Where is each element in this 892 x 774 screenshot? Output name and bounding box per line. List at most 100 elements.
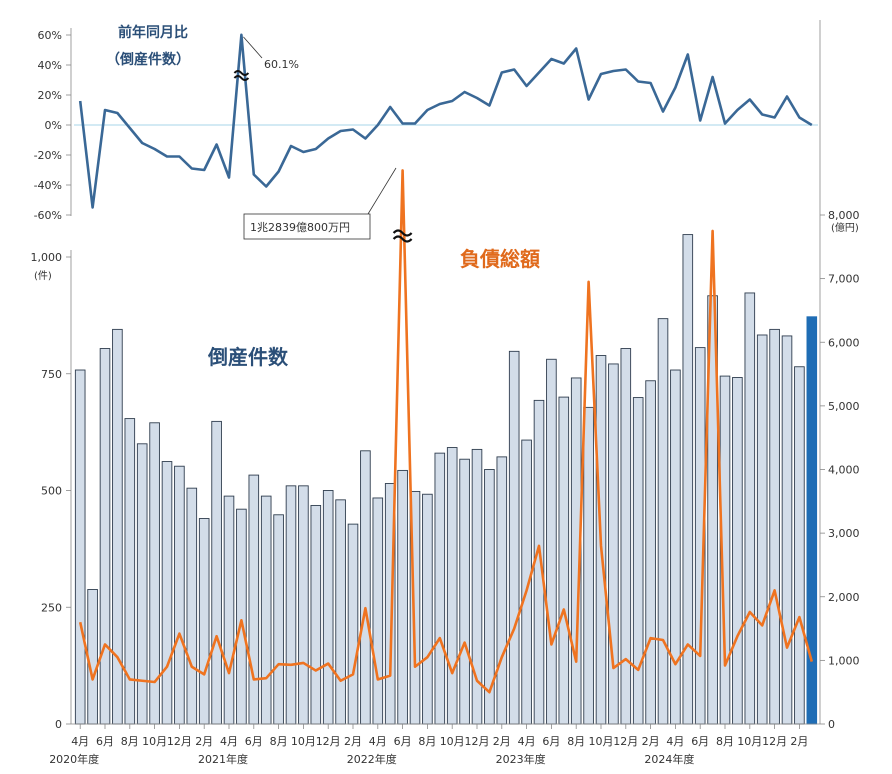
peak-amount-callout-box xyxy=(243,213,371,240)
left-ytick-label: 750 xyxy=(41,368,62,381)
count-bar xyxy=(806,316,818,725)
count-bar xyxy=(211,420,222,725)
x-tick-label: 8月 xyxy=(716,735,734,748)
yoy-peak-leader xyxy=(243,36,263,59)
fiscal-year-label: 2024年度 xyxy=(644,752,694,766)
count-bar xyxy=(446,447,458,725)
right-ytick-label: 3,000 xyxy=(828,527,860,540)
x-tick-label: 12月 xyxy=(762,735,787,748)
count-bar xyxy=(608,363,619,725)
x-tick-label: 2月 xyxy=(195,735,213,748)
x-tick-label: 6月 xyxy=(691,735,709,748)
left-ytick-label: 0 xyxy=(55,718,62,731)
count-bar xyxy=(223,495,235,725)
yoy-ytick-label: 0% xyxy=(45,119,62,132)
x-axis-labels: 4月 6月 8月 10月 12月 2月 4月 6月 8月 10月 12月 2月 4月 6月 8月 10月 12月… xyxy=(49,724,808,766)
count-bar xyxy=(360,450,371,725)
count-bar xyxy=(769,328,780,725)
count-bar xyxy=(273,514,284,725)
x-tick-label: 12月 xyxy=(316,735,341,748)
count-bar xyxy=(756,334,768,725)
x-tick-label: 4月 xyxy=(220,735,238,748)
yoy-peak-label: 60.1% xyxy=(264,58,299,71)
x-tick-label: 8月 xyxy=(567,735,585,748)
x-tick-label: 10月 xyxy=(291,735,316,748)
yoy-line xyxy=(78,33,813,209)
x-tick-label: 10月 xyxy=(589,735,614,748)
x-tick-label: 2月 xyxy=(790,735,808,748)
x-tick-label: 2月 xyxy=(493,735,511,748)
x-tick-label: 10月 xyxy=(737,735,762,748)
count-series-label: 倒産件数 xyxy=(207,345,289,369)
count-bar xyxy=(632,397,644,725)
count-bar xyxy=(781,335,793,725)
yoy-axes: 60% 40% 20% 0% -20% -40% -60% xyxy=(34,28,818,222)
yoy-break-mark xyxy=(233,70,250,81)
right-ytick-label: 2,000 xyxy=(828,591,860,604)
yoy-title-line2: （倒産件数） xyxy=(106,51,190,68)
count-bar xyxy=(335,499,346,725)
right-unit-label: (億円) xyxy=(831,221,859,234)
x-tick-label: 2月 xyxy=(642,735,660,748)
count-bar xyxy=(74,369,86,725)
count-bar xyxy=(236,508,247,725)
x-tick-label: 4月 xyxy=(518,735,536,748)
fiscal-year-label: 2020年度 xyxy=(49,752,99,766)
yoy-ytick-label: -40% xyxy=(34,179,62,192)
x-tick-label: 10月 xyxy=(142,735,167,748)
count-bar xyxy=(732,377,743,725)
x-tick-label: 6月 xyxy=(394,735,412,748)
fiscal-year-label: 2021年度 xyxy=(198,752,248,766)
count-bar xyxy=(260,495,272,725)
left-unit-label: (件) xyxy=(34,270,52,282)
count-bar xyxy=(645,380,656,725)
x-tick-label: 6月 xyxy=(96,735,114,748)
count-bar xyxy=(161,461,173,725)
count-bar xyxy=(657,318,669,725)
x-tick-label: 12月 xyxy=(613,735,638,748)
count-bar xyxy=(186,487,198,725)
count-bar xyxy=(670,369,681,725)
count-bar xyxy=(347,523,359,725)
main-axes: 1,000 750 500 250 0 8,000 7,000 6,000 5,000 4,000… xyxy=(31,20,860,731)
x-tick-label: 8月 xyxy=(270,735,288,748)
right-ytick-label: 4,000 xyxy=(828,464,860,477)
count-bar xyxy=(558,396,570,725)
x-tick-label: 4月 xyxy=(369,735,387,748)
x-tick-label: 8月 xyxy=(418,735,436,748)
count-bar xyxy=(87,589,98,725)
count-bar xyxy=(285,485,297,725)
x-tick-label: 10月 xyxy=(440,735,465,748)
right-ytick-label: 5,000 xyxy=(828,400,860,413)
count-bar xyxy=(372,497,384,725)
right-ytick-label: 7,000 xyxy=(828,273,860,286)
right-ytick-label: 8,000 xyxy=(828,209,860,222)
fiscal-year-label: 2022年度 xyxy=(347,752,397,766)
count-bar xyxy=(198,518,210,725)
yoy-ytick-label: 60% xyxy=(38,29,62,42)
count-bar xyxy=(310,504,322,725)
x-tick-label: 2月 xyxy=(344,735,362,748)
amount-break-mark xyxy=(392,229,413,243)
x-tick-label: 4月 xyxy=(71,735,89,748)
amount-line xyxy=(78,169,814,694)
count-bar xyxy=(422,493,433,725)
count-bar xyxy=(546,358,557,725)
count-bar xyxy=(508,350,520,725)
yoy-ytick-label: 20% xyxy=(38,89,62,102)
x-tick-label: 6月 xyxy=(542,735,560,748)
count-bar xyxy=(322,490,334,725)
count-bar xyxy=(794,366,805,725)
yoy-ytick-label: -20% xyxy=(34,149,62,162)
x-tick-label: 12月 xyxy=(465,735,490,748)
count-bar xyxy=(248,474,260,725)
x-tick-label: 6月 xyxy=(245,735,263,748)
count-bar xyxy=(434,452,446,725)
count-bar xyxy=(174,465,185,725)
amount-line-group xyxy=(78,169,814,694)
count-bar xyxy=(397,469,408,725)
count-bar xyxy=(496,456,508,725)
count-bar xyxy=(298,485,309,725)
right-ytick-label: 1,000 xyxy=(828,654,860,667)
